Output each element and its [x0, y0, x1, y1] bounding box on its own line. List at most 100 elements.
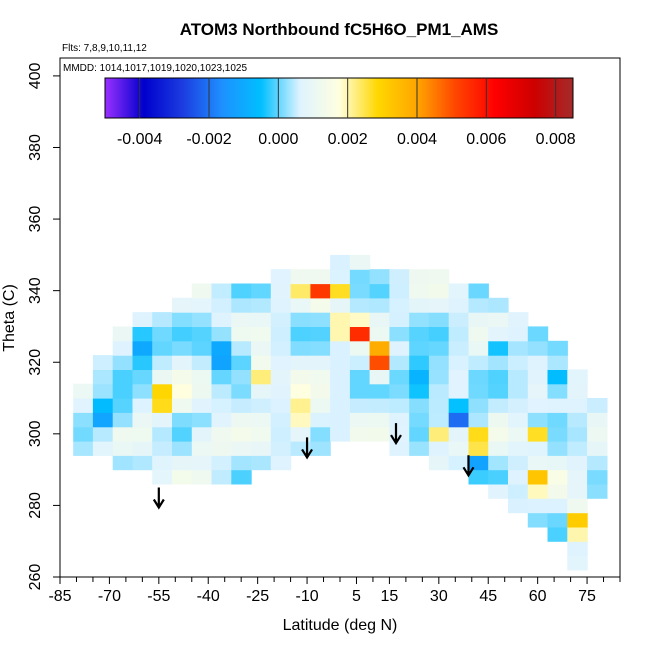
heatmap-cell — [409, 383, 430, 399]
heatmap-cell — [527, 441, 549, 456]
heatmap-cell — [172, 412, 193, 428]
heatmap-cell — [251, 426, 272, 442]
heatmap-cell — [409, 326, 430, 342]
heatmap-cell — [547, 469, 568, 485]
heatmap-cell — [527, 383, 549, 399]
heatmap-cell — [547, 340, 568, 356]
heatmap-cell — [468, 326, 489, 342]
heatmap-cell — [112, 441, 134, 456]
heatmap-cell — [567, 455, 588, 471]
heatmap-cell — [587, 455, 608, 471]
heatmap-cell — [349, 312, 371, 327]
heatmap-cell — [270, 412, 292, 428]
heatmap-cell — [112, 412, 134, 428]
heatmap-cell — [251, 412, 272, 428]
colorbar-tick-label: 0.008 — [536, 131, 576, 148]
heatmap-cell — [547, 369, 568, 385]
heatmap-cell — [211, 297, 232, 313]
heatmap-cell — [152, 369, 173, 385]
heatmap-cell — [112, 383, 134, 399]
heatmap-cell — [409, 340, 430, 356]
heatmap-cell — [547, 398, 568, 413]
heatmap-cell — [488, 441, 509, 456]
heatmap-cell — [172, 369, 193, 385]
heatmap-cell — [527, 483, 549, 499]
heatmap-cell — [448, 441, 470, 456]
heatmap-cell — [73, 398, 94, 413]
heatmap-cell — [290, 355, 311, 370]
x-axis-label: Latitude (deg N) — [283, 617, 398, 634]
heatmap-cell — [488, 412, 509, 428]
colorbar-tick-label: 0.006 — [466, 131, 506, 148]
heatmap-cell — [448, 312, 470, 327]
heatmap-cell — [527, 498, 549, 514]
colorbar-tick-label: -0.002 — [186, 131, 231, 148]
heatmap-cell — [231, 412, 252, 428]
heatmap-cell — [172, 426, 193, 442]
heatmap-cell — [132, 340, 153, 356]
heatmap-cell — [172, 326, 193, 342]
heatmap-cell — [330, 412, 351, 428]
heatmap-cell — [428, 455, 450, 471]
heatmap-cell — [290, 297, 311, 313]
heatmap-cell — [270, 441, 292, 456]
heatmap-cell — [231, 326, 252, 342]
heatmap-cell — [567, 541, 588, 557]
heatmap-cell — [349, 283, 371, 299]
heatmap-cell — [567, 512, 588, 528]
heatmap-cell — [567, 369, 588, 385]
heatmap-cell — [567, 526, 588, 542]
heatmap-cell — [310, 326, 331, 342]
heatmap-cell — [389, 297, 410, 313]
heatmap-cell — [369, 297, 390, 313]
heatmap-cell — [587, 469, 608, 485]
x-tick-label: 60 — [529, 588, 547, 605]
heatmap-cell — [567, 555, 588, 571]
heatmap-cell — [191, 412, 213, 428]
heatmap-cell — [527, 355, 549, 370]
heatmap-cell — [191, 355, 213, 370]
heatmap-cell — [231, 398, 252, 413]
heatmap-cell — [508, 369, 529, 385]
heatmap-cell — [310, 269, 331, 285]
heatmap-cell — [547, 441, 568, 456]
heatmap-cell — [409, 312, 430, 327]
heatmap-cell — [251, 383, 272, 399]
heatmap-cell — [468, 469, 489, 485]
heatmap-cell — [369, 426, 390, 442]
heatmap-cell — [330, 297, 351, 313]
heatmap-cell — [330, 326, 351, 342]
y-axis-label: Theta (C) — [1, 284, 18, 352]
heatmap-cell — [428, 326, 450, 342]
heatmap-cell — [389, 269, 410, 285]
heatmap-cell — [409, 297, 430, 313]
heatmap-cell — [488, 426, 509, 442]
heatmap-cell — [251, 398, 272, 413]
heatmap-cell — [172, 297, 193, 313]
heatmap-cell — [330, 254, 351, 270]
heatmap-cell — [112, 369, 134, 385]
heatmap-cell — [92, 369, 114, 385]
x-tick-label: 75 — [578, 588, 596, 605]
heatmap-cell — [73, 441, 94, 456]
heatmap-cell — [587, 441, 608, 456]
heatmap-cell — [369, 326, 390, 342]
heatmap-cell — [527, 412, 549, 428]
heatmap-cell — [488, 326, 509, 342]
heatmap-cell — [251, 326, 272, 342]
heatmap-cell — [290, 340, 311, 356]
heatmap-cell — [310, 383, 331, 399]
heatmap-cell — [448, 340, 470, 356]
heatmap-cell — [211, 369, 232, 385]
heatmap-cell — [508, 441, 529, 456]
heatmap-cell — [527, 340, 549, 356]
heatmap-cell — [448, 355, 470, 370]
arrow-marker — [301, 437, 313, 460]
heatmap-cell — [428, 426, 450, 442]
heatmap-cell — [587, 483, 608, 499]
heatmap-cell — [508, 383, 529, 399]
heatmap-cell — [152, 426, 173, 442]
heatmap-cell — [112, 426, 134, 442]
heatmap-cell — [508, 412, 529, 428]
heatmap-cell — [547, 383, 568, 399]
